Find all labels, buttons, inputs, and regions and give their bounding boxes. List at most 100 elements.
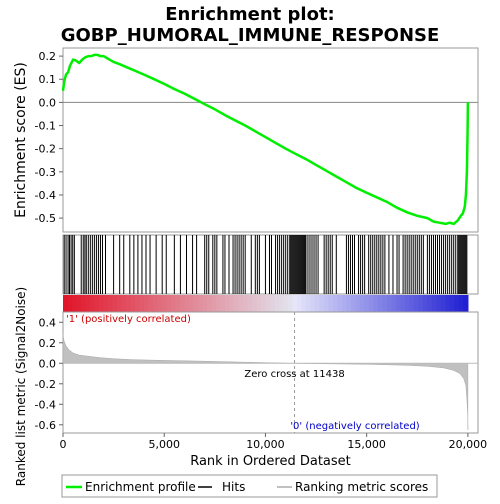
rank-color-segment — [409, 295, 415, 312]
rank-color-segment — [179, 295, 186, 312]
metric-y-tick-label: -0.2 — [35, 378, 56, 391]
rank-color-segment — [355, 295, 361, 312]
rank-color-segment — [152, 295, 159, 312]
metric-y-tick-label: 0.2 — [39, 337, 57, 350]
rank-color-segment — [125, 295, 132, 312]
rank-color-segment — [287, 295, 294, 312]
rank-color-segment — [395, 295, 401, 312]
rank-color-segment — [166, 295, 172, 312]
hits-panel-frame — [62, 234, 479, 295]
rank-color-segment — [63, 295, 69, 312]
rank-color-segment — [346, 295, 352, 312]
rank-color-segment — [76, 295, 82, 312]
rank-color-segment — [463, 295, 469, 312]
rank-color-segment — [121, 295, 127, 312]
rank-color-segment — [422, 295, 428, 312]
rank-color-segment — [188, 295, 195, 312]
legend-box — [61, 474, 438, 498]
rank-color-segment — [382, 295, 388, 312]
rank-color-segment — [85, 295, 91, 312]
positive-correlation-label: '1' (positively correlated) — [66, 314, 191, 325]
rank-color-segment — [193, 295, 199, 312]
rank-color-segment — [386, 295, 393, 312]
metric-y-tick-label: -0.4 — [35, 398, 56, 411]
chart-title-line: Enrichment plot: — [165, 4, 335, 25]
rank-color-segment — [94, 295, 100, 312]
rank-color-segment — [314, 295, 321, 312]
rank-color-segment — [391, 295, 397, 312]
metric-panel-frame — [62, 311, 479, 434]
rank-color-segment — [161, 295, 168, 312]
enrichment-profile-line — [61, 53, 470, 226]
rank-color-segment — [301, 295, 307, 312]
rank-color-segment — [377, 295, 384, 312]
metric-y-axis-label: Ranked list metric (Signal2Noise) — [14, 287, 28, 486]
rank-color-segment — [116, 295, 123, 312]
x-tick-label: 20,000 — [449, 438, 488, 451]
rank-color-segment — [134, 295, 141, 312]
rank-color-segment — [449, 295, 455, 312]
rank-color-segment — [107, 295, 114, 312]
rank-color-segment — [413, 295, 419, 312]
es-y-tick-label: 0.1 — [39, 73, 57, 86]
metric-y-tick-label: 0.0 — [39, 357, 57, 370]
rank-color-segment — [224, 295, 231, 312]
rank-color-segment — [440, 295, 446, 312]
es-y-tick-label: -0.4 — [35, 189, 56, 202]
es-y-tick-label: -0.5 — [35, 212, 56, 225]
rank-color-segment — [71, 295, 78, 312]
rank-color-segment — [251, 295, 258, 312]
rank-color-segment — [170, 295, 177, 312]
rank-color-segment — [67, 295, 73, 312]
rank-color-segment — [310, 295, 316, 312]
legend-label-hits: Hits — [222, 480, 245, 494]
rank-color-segment — [157, 295, 163, 312]
rank-color-segment — [427, 295, 433, 312]
x-tick-label: 10,000 — [246, 438, 285, 451]
rank-color-segment — [418, 295, 424, 312]
rank-color-segment — [368, 295, 375, 312]
rank-color-segment — [337, 295, 343, 312]
rank-color-segment — [454, 295, 460, 312]
rank-color-segment — [112, 295, 118, 312]
rank-color-segment — [445, 295, 451, 312]
rank-color-segment — [139, 295, 145, 312]
rank-color-segment — [98, 295, 105, 312]
metric-y-tick-label: 0.4 — [39, 316, 57, 329]
rank-color-segment — [80, 295, 87, 312]
rank-color-segment — [238, 295, 244, 312]
rank-color-segment — [103, 295, 109, 312]
es-y-tick-label: -0.1 — [35, 120, 56, 133]
rank-color-segment — [458, 295, 464, 312]
rank-color-segment — [220, 295, 226, 312]
es-y-tick-label: 0.2 — [39, 50, 57, 63]
rank-color-segment — [233, 295, 240, 312]
x-axis-label: Rank in Ordered Dataset — [190, 454, 351, 469]
rank-color-segment — [89, 295, 96, 312]
rank-color-segment — [323, 295, 330, 312]
rank-color-segment — [215, 295, 222, 312]
legend-label-metric: Ranking metric scores — [295, 480, 428, 494]
rank-color-segment — [328, 295, 334, 312]
x-tick-label: 15,000 — [347, 438, 386, 451]
rank-color-segment — [229, 295, 235, 312]
rank-color-segment — [242, 295, 249, 312]
rank-color-segment — [206, 295, 213, 312]
rank-color-segment — [341, 295, 348, 312]
rank-color-segment — [197, 295, 204, 312]
rank-color-segment — [431, 295, 437, 312]
rank-color-segment — [436, 295, 442, 312]
rank-color-segment — [148, 295, 154, 312]
x-tick-label: 5,000 — [148, 438, 180, 451]
rank-color-segment — [143, 295, 150, 312]
rank-color-segment — [247, 295, 253, 312]
chart-title-line: GOBP_HUMORAL_IMMUNE_RESPONSE — [61, 25, 440, 46]
rank-color-segment — [184, 295, 190, 312]
rank-color-segment — [400, 295, 406, 312]
rank-color-segment — [373, 295, 379, 312]
x-tick-label: 0 — [60, 438, 67, 451]
rank-color-segment — [283, 295, 289, 312]
es-y-axis-label: Enrichment score (ES) — [13, 62, 29, 218]
